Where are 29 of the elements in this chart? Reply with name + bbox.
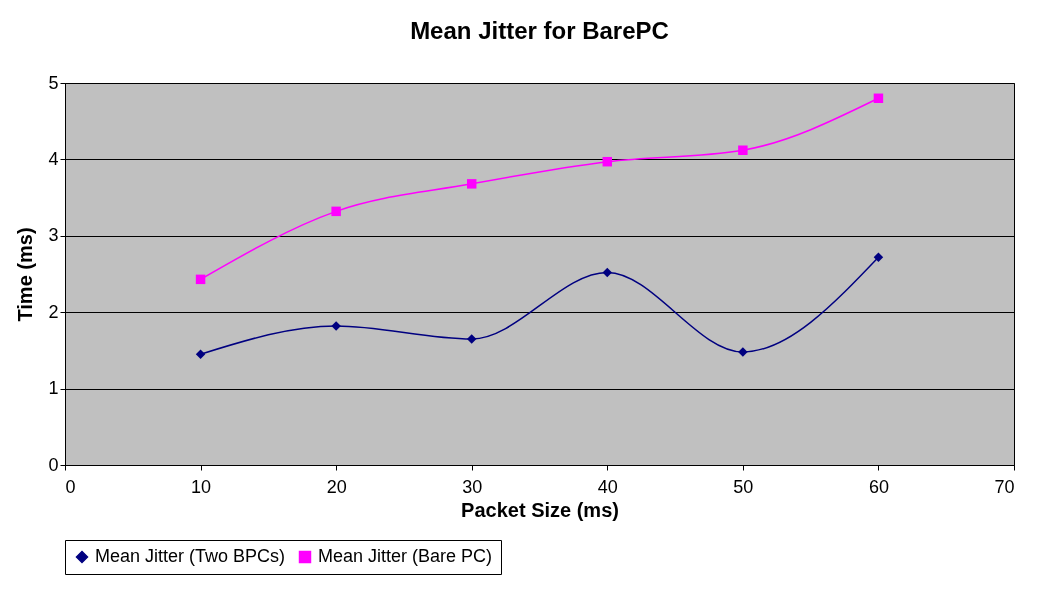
point — [873, 93, 884, 104]
x-axis-title: Packet Size (ms) — [461, 498, 619, 521]
y-tick-label: 3 — [48, 225, 59, 246]
point — [602, 267, 613, 278]
point — [466, 179, 477, 189]
point — [195, 349, 206, 359]
x-tick-label: 40 — [597, 476, 618, 497]
point — [738, 145, 748, 155]
y-axis-title: Time (ms) — [14, 227, 37, 322]
point — [602, 156, 613, 167]
legend-label: Mean Jitter (Two BPCs) — [95, 546, 286, 566]
legend-label: Mean Jitter (Bare PC) — [318, 546, 493, 566]
y-tick-label: 1 — [48, 378, 59, 399]
point — [195, 274, 206, 285]
x-tick-label: 30 — [462, 476, 483, 497]
y-tick-label: 0 — [48, 454, 59, 475]
x-tick-label: 50 — [733, 476, 754, 497]
point — [873, 252, 884, 262]
point — [466, 334, 477, 344]
x-tick-label: 60 — [868, 476, 889, 497]
x-tick-label: 20 — [326, 476, 347, 497]
x-tick-label: 0 — [65, 476, 76, 497]
x-tick-label: 70 — [994, 476, 1015, 497]
y-tick-label: 4 — [48, 148, 59, 169]
x-tick-label: 10 — [191, 476, 212, 497]
y-tick-label: 2 — [48, 301, 59, 322]
y-tick-label: 5 — [48, 72, 59, 93]
point — [331, 206, 341, 217]
chart-title: Mean Jitter for BarePC — [410, 17, 669, 44]
